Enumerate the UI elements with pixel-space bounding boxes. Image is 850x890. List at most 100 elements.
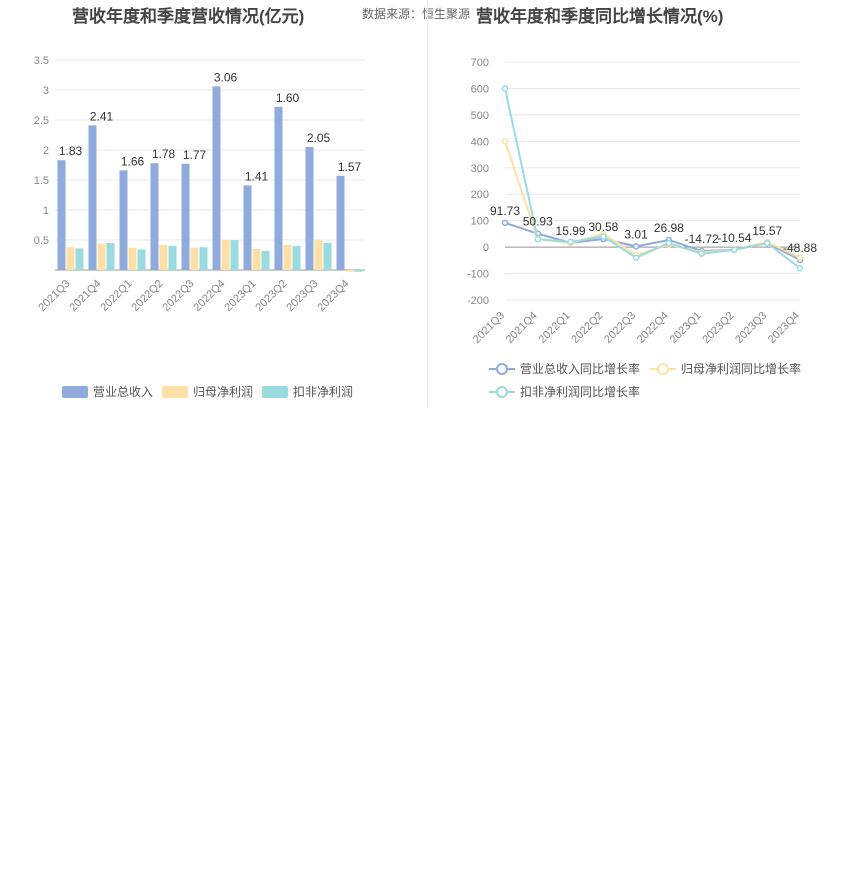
y-tick-label: 2.5 [34, 115, 49, 127]
y-tick-label: 1 [43, 205, 49, 217]
net-profit-growth-point [501, 138, 509, 145]
data-source: 数据来源：恒生聚源 [362, 5, 470, 22]
net-profit-bar [345, 270, 354, 272]
net-profit-bar [221, 240, 230, 270]
bar-value-label: 1.57 [338, 160, 362, 174]
y-tick-label: 700 [471, 57, 489, 69]
deducted-profit-growth-point [600, 233, 607, 240]
y-tick-label: 2 [43, 145, 49, 157]
net-profit-bar [252, 249, 261, 270]
x-tick-label: 2022Q3 [602, 310, 638, 346]
x-tick-label: 2023Q2 [700, 310, 736, 346]
x-tick-label: 2022Q1 [537, 310, 573, 346]
x-tick-label: 2022Q3 [160, 278, 196, 314]
legend-label: 营业总收入同比增长率 [520, 362, 641, 376]
x-tick-label: 2022Q2 [129, 278, 165, 314]
net-profit-bar [97, 243, 106, 270]
x-tick-label: 2021Q3 [471, 310, 507, 346]
bar-value-label: 2.41 [90, 109, 114, 123]
net-profit-bar [159, 244, 168, 270]
y-tick-label: 0 [483, 242, 489, 254]
deducted-profit-growth-line [504, 88, 801, 270]
deducted-profit-growth-point [501, 85, 509, 92]
x-tick-label: 2021Q4 [504, 310, 540, 346]
deducted-profit-bar [292, 246, 301, 270]
legend-item-deducted-profit-growth[interactable]: 扣非净利润同比增长率 [489, 383, 640, 400]
y-tick-label: 500 [471, 110, 489, 122]
line-value-label: 50.93 [523, 215, 553, 229]
x-tick-label: 2022Q4 [635, 310, 671, 346]
revenue-bar [243, 185, 252, 270]
net-profit-bar [128, 247, 137, 270]
deducted-profit-growth-point [632, 254, 640, 261]
line-value-label: 30.58 [588, 220, 618, 234]
source-label: 数据来源： [362, 7, 423, 21]
legend-item-revenue[interactable]: 营业总收入 [62, 383, 153, 400]
deducted-profit-growth-point [763, 239, 771, 247]
deducted-profit-bar [137, 249, 146, 270]
revenue-bar [336, 175, 345, 270]
x-tick-label: 2023Q1 [222, 278, 258, 314]
deducted-profit-growth-point [665, 239, 673, 247]
deducted-profit-bar [261, 250, 270, 270]
deducted-profit-bar [354, 270, 363, 272]
legend-item-deducted-profit[interactable]: 扣非净利润 [262, 383, 353, 400]
bar-value-label: 1.60 [276, 91, 300, 105]
y-tick-label: 300 [471, 163, 489, 175]
line-value-label: 3.01 [624, 227, 648, 241]
bar-value-label: 2.05 [307, 131, 331, 145]
left-chart-title: 营收年度和季度营收情况(亿元) [72, 7, 305, 26]
deducted-profit-bar [75, 248, 84, 270]
line-value-label: 91.73 [490, 204, 520, 218]
revenue-bar [119, 170, 128, 270]
right-chart-title: 营收年度和季度同比增长情况(%) [476, 7, 724, 26]
line-value-label: -48.88 [783, 241, 817, 255]
deducted-profit-growth-point [731, 246, 738, 254]
line-value-label: 15.57 [752, 224, 782, 238]
legend-label: 扣非净利润 [293, 385, 354, 399]
bar-value-label: 1.66 [121, 154, 145, 168]
net-profit-bar [314, 240, 323, 270]
legend-swatch-revenue [62, 385, 88, 398]
x-tick-label: 2023Q3 [284, 278, 320, 314]
bar-value-label: 1.83 [59, 144, 83, 158]
net-profit-growth-point [796, 254, 804, 261]
y-tick-label: 400 [471, 136, 489, 148]
chart-divider [427, 0, 428, 408]
revenue-bar [150, 163, 159, 270]
y-tick-label: 1.5 [34, 175, 49, 187]
x-tick-label: 2022Q2 [569, 310, 605, 346]
deducted-profit-growth-point [567, 238, 574, 246]
revenue-bar [274, 106, 283, 270]
legend-item-revenue-growth[interactable]: 营业总收入同比增长率 [489, 360, 640, 377]
y-tick-label: -200 [467, 295, 489, 307]
y-tick-label: 3.5 [34, 55, 49, 67]
legend-item-net-profit-growth[interactable]: 归母净利润同比增长率 [650, 360, 801, 377]
net-profit-bar [190, 247, 199, 270]
revenue-bar [57, 160, 66, 270]
y-tick-label: 200 [471, 189, 489, 201]
x-tick-label: 2023Q1 [668, 310, 704, 346]
legend-item-net-profit[interactable]: 归母净利润 [162, 383, 253, 400]
legend-label: 扣非净利润同比增长率 [520, 385, 641, 399]
x-tick-label: 2022Q1 [98, 278, 134, 314]
net-profit-bar [66, 247, 75, 270]
source-value: 恒生聚源 [422, 7, 471, 21]
deducted-profit-bar [199, 247, 208, 270]
revenue-growth-point [632, 243, 640, 250]
deducted-profit-growth-point [698, 250, 705, 257]
revenue-bar [88, 125, 97, 271]
x-tick-label: 2022Q4 [191, 278, 227, 314]
net-profit-bar [283, 244, 292, 270]
x-tick-label: 2023Q4 [315, 278, 351, 314]
bar-value-label: 1.77 [183, 148, 207, 162]
x-tick-label: 2021Q3 [36, 278, 72, 314]
line-value-label: -14.72 [685, 232, 719, 246]
legend-label: 营业总收入 [93, 385, 154, 399]
bar-value-label: 1.41 [245, 169, 269, 183]
line-value-label: 15.99 [556, 224, 586, 238]
legend-swatch-revenue-growth [489, 362, 515, 375]
deducted-profit-bar [168, 246, 177, 270]
deducted-profit-bar [106, 243, 115, 270]
